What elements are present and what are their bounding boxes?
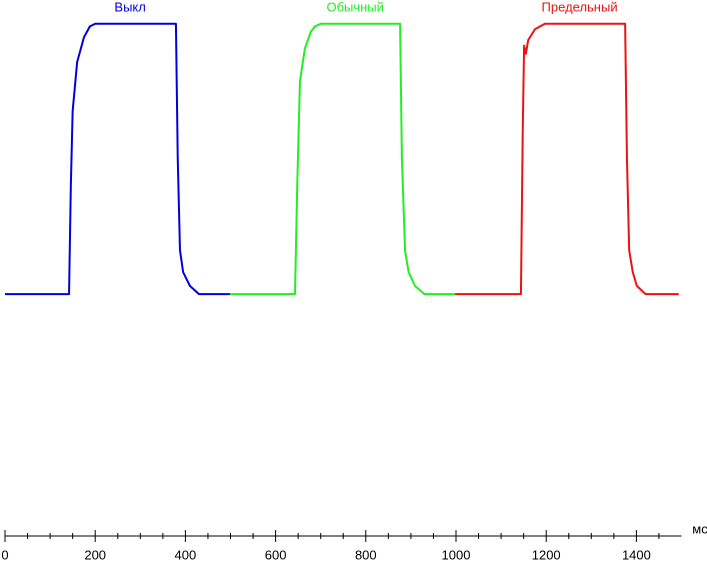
series-label: Предельный	[542, 0, 618, 14]
x-tick-label: 400	[175, 547, 197, 562]
series-label: Выкл	[114, 0, 145, 14]
x-tick-label: 0	[1, 547, 8, 562]
x-tick-label: 800	[355, 547, 377, 562]
x-tick-label: 1000	[442, 547, 471, 562]
series-label: Обычный	[326, 0, 383, 14]
series-line	[5, 22, 231, 296]
x-tick-label: 600	[265, 547, 287, 562]
series-line	[230, 22, 456, 296]
series-line	[455, 22, 679, 296]
x-tick-label: 1200	[532, 547, 561, 562]
x-tick-label: 200	[84, 547, 106, 562]
x-axis-label: мс	[692, 521, 707, 536]
x-tick-label: 1400	[622, 547, 651, 562]
